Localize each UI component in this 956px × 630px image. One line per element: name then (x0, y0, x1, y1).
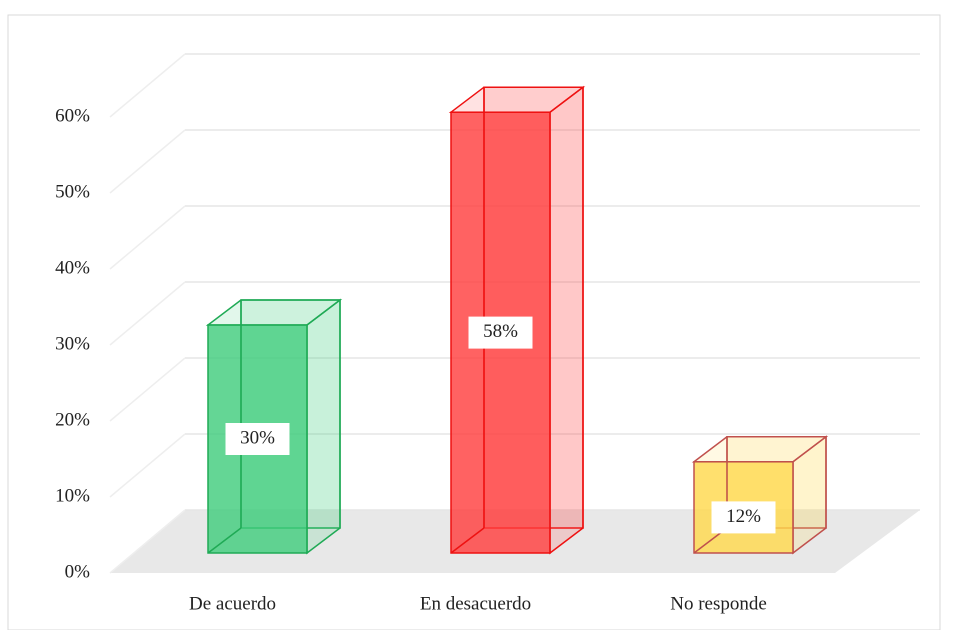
side-grid-line (109, 357, 186, 422)
y-tick-label: 30% (55, 333, 90, 354)
y-tick-label: 60% (55, 105, 90, 126)
bar-edge (450, 527, 485, 554)
y-tick-label: 50% (55, 181, 90, 202)
value-label-box (468, 316, 533, 349)
side-grid-line (109, 53, 186, 118)
x-tick-label: De acuerdo (189, 593, 276, 614)
y-tick-label: 40% (55, 257, 90, 278)
y-tick-label: 10% (55, 485, 90, 506)
value-label-box (225, 423, 290, 455)
y-tick-label: 20% (55, 409, 90, 430)
value-label-box (711, 501, 776, 534)
x-tick-label: No responde (670, 593, 767, 614)
value-label: 30% (240, 427, 275, 448)
bar-side (549, 85, 584, 555)
y-tick-label: 0% (65, 561, 91, 582)
value-label: 58% (483, 321, 518, 342)
side-grid-line (109, 281, 186, 346)
bar-side (306, 298, 341, 555)
side-grid-line (109, 205, 186, 270)
side-grid-line (109, 129, 186, 194)
x-tick-label: En desacuerdo (420, 593, 531, 614)
value-label: 12% (726, 506, 761, 527)
side-grid-line (109, 509, 186, 574)
bar-edge (207, 527, 242, 554)
side-grid-line (109, 433, 186, 498)
